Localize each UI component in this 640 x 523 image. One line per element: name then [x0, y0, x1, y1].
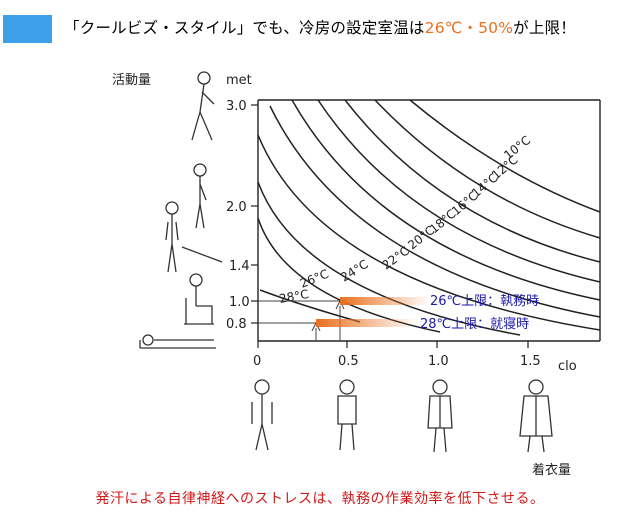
y-axis-unit: met [226, 73, 252, 88]
nude-person-icon [251, 379, 273, 451]
y-tick-label: 0.8 [226, 317, 247, 332]
x-tick-label: 1.0 [428, 354, 449, 369]
y-tick-label: 1.0 [229, 295, 250, 310]
footer-note: 発汗による自律神経へのストレスは、執務の作業効率を低下させる。 [95, 491, 545, 507]
sleep-limit-bar [316, 319, 416, 327]
headline-suffix: が上限！ [513, 19, 576, 37]
y-tick-label: 1.4 [229, 259, 250, 274]
section-marker [3, 15, 52, 43]
standing-relaxed-person-icon [165, 201, 179, 273]
activity-figures [139, 71, 223, 349]
curve-16c [317, 99, 601, 283]
lying-person-icon [139, 334, 216, 349]
curve-10c [409, 99, 601, 213]
curve-label-28c: 28°C [278, 287, 310, 306]
pointer-line [181, 246, 223, 263]
curve-label-22c: 22°C [380, 244, 412, 273]
headline-highlight: 26℃・50% [424, 19, 514, 37]
clothing-figures [251, 379, 553, 453]
x-tick-marks [257, 341, 529, 348]
work-limit-annotation: 26℃上限：執務時 [430, 293, 539, 309]
curve-24c [257, 181, 521, 336]
curve-14c [344, 99, 601, 263]
curve-20c [269, 105, 601, 318]
x-axis-label: 着衣量 [532, 462, 571, 478]
work-limit-bar [340, 297, 430, 305]
light-clothing-person-icon [337, 379, 357, 451]
x-tick-label: 0 [253, 354, 261, 369]
curve-22c [257, 134, 601, 331]
curve-12c [374, 99, 601, 239]
seated-person-icon [184, 273, 214, 325]
sleep-limit-annotation: 28℃上限：就寝時 [420, 316, 529, 332]
walking-person-icon [191, 71, 215, 141]
headline-text: 「クールビズ・スタイル」でも、冷房の設定室温は [64, 19, 425, 37]
curve-28c [259, 289, 361, 323]
y-axis-label: 活動量 [112, 73, 151, 88]
curve-labels: 10°C 12°C 14°C 16°C 18°C 20°C 22°C 24°C … [278, 133, 533, 306]
x-axis-unit: clo [558, 359, 577, 374]
suit-person-icon [427, 379, 453, 453]
coat-person-icon [519, 379, 553, 453]
curve-label-24c: 24°C [338, 257, 371, 285]
y-tick-marks [251, 104, 258, 324]
curve-18c [291, 99, 601, 301]
y-tick-label: 3.0 [226, 99, 247, 114]
standing-person-icon [193, 163, 207, 229]
x-tick-label: 0.5 [338, 354, 359, 369]
headline: 「クールビズ・スタイル」でも、冷房の設定室温は26℃・50%が上限！ [64, 15, 576, 41]
temperature-curves [257, 99, 601, 336]
x-tick-label: 1.5 [520, 354, 541, 369]
y-tick-label: 2.0 [226, 200, 247, 215]
